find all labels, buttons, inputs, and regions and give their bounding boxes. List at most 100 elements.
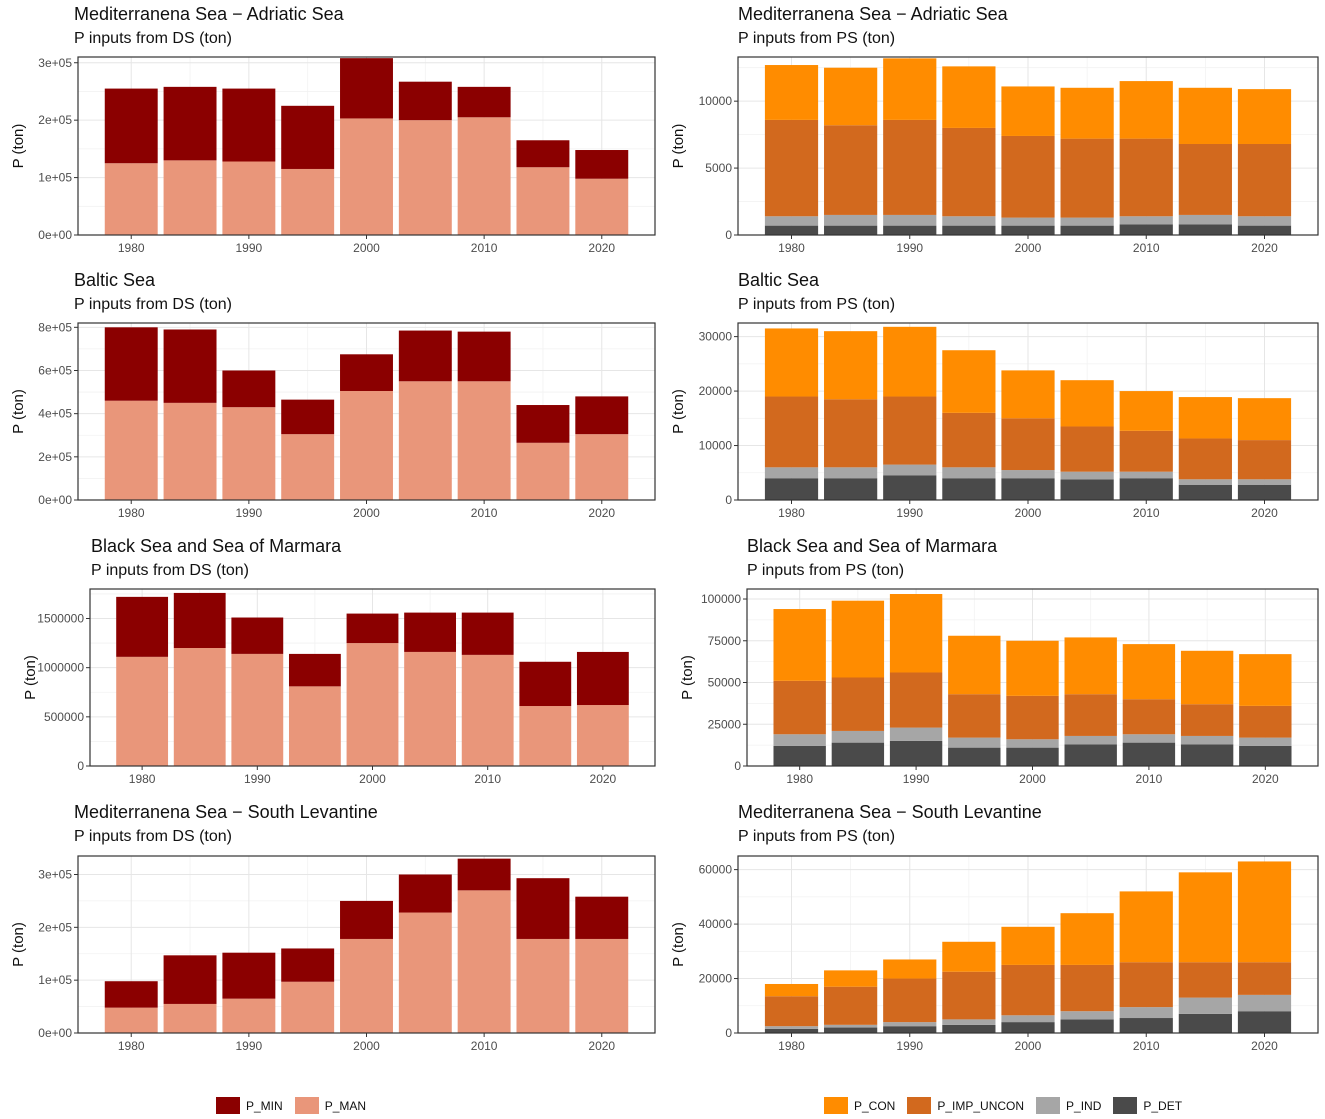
bar-p-ind-2015 bbox=[1178, 214, 1232, 225]
bar-p-min-1985 bbox=[163, 329, 217, 403]
bar-p-ind-2020 bbox=[1237, 479, 1292, 485]
chart-subtitle: P inputs from DS (ton) bbox=[74, 828, 232, 845]
bar-p-imp-uncon-2005 bbox=[1064, 694, 1117, 736]
legend-swatch-p-man bbox=[294, 1097, 319, 1114]
bar-p-det-2020 bbox=[1239, 745, 1292, 766]
bar-p-imp-uncon-2020 bbox=[1237, 143, 1292, 217]
bar-p-man-1985 bbox=[173, 648, 226, 766]
bar-p-det-1995 bbox=[942, 478, 996, 500]
bar-p-imp-uncon-1985 bbox=[824, 399, 878, 468]
bar-p-con-2000 bbox=[1001, 926, 1055, 965]
x-tick-label: 2000 bbox=[1015, 1039, 1042, 1053]
bar-p-det-2020 bbox=[1237, 484, 1292, 500]
bar-p-min-1980 bbox=[104, 327, 158, 401]
legend-item-p-man: P_MAN bbox=[294, 1097, 367, 1114]
y-axis-label: P (ton) bbox=[670, 389, 687, 434]
bar-p-imp-uncon-1995 bbox=[942, 971, 996, 1020]
bar-p-imp-uncon-1980 bbox=[764, 396, 819, 468]
x-tick-label: 1990 bbox=[896, 1039, 923, 1053]
bar-p-imp-uncon-2005 bbox=[1060, 138, 1114, 218]
bar-p-imp-uncon-1985 bbox=[824, 986, 878, 1025]
bar-p-man-2010 bbox=[457, 890, 511, 1033]
bar-p-min-1990 bbox=[222, 952, 276, 999]
bar-p-man-2015 bbox=[516, 442, 570, 500]
bar-p-ind-1995 bbox=[942, 216, 996, 226]
y-tick-label: 1500000 bbox=[37, 612, 84, 626]
chart-adriatic-ds: 0e+00 1e+05 2e+05 3e+05 1980 1990 2000 2010 2020… bbox=[10, 56, 656, 255]
legend-swatch-p-ind bbox=[1036, 1097, 1061, 1114]
bar-p-man-1980 bbox=[104, 1007, 158, 1033]
bar-p-min-2010 bbox=[457, 331, 511, 382]
chart-adriatic-ps: 0 5000 10000 1980 1990 2000 2010 2020 P (ton) bbox=[670, 56, 1319, 255]
y-tick-label: 3e+05 bbox=[38, 56, 72, 70]
bar-p-ind-1980 bbox=[764, 216, 819, 226]
bar-p-min-2010 bbox=[457, 86, 511, 118]
bar-p-ind-2005 bbox=[1060, 217, 1114, 226]
bar-p-man-2020 bbox=[576, 705, 629, 766]
bar-p-ind-2020 bbox=[1237, 216, 1292, 226]
legend-swatch-p-min bbox=[216, 1097, 240, 1114]
y-tick-label: 30000 bbox=[699, 330, 733, 344]
bar-p-imp-uncon-2005 bbox=[1060, 964, 1114, 1012]
x-tick-label: 2000 bbox=[353, 506, 380, 520]
bar-p-con-2010 bbox=[1119, 891, 1173, 963]
bar-p-man-1990 bbox=[222, 998, 276, 1033]
y-axis-label: P (ton) bbox=[679, 655, 696, 700]
bar-p-min-2000 bbox=[340, 354, 393, 391]
legend-ds: P_MIN P_MAN bbox=[216, 1097, 378, 1114]
bar-p-det-1985 bbox=[824, 225, 878, 235]
bar-p-min-2010 bbox=[461, 612, 514, 655]
x-tick-label: 2020 bbox=[588, 1039, 615, 1053]
bar-p-min-2015 bbox=[516, 140, 570, 168]
bar-p-det-2000 bbox=[1006, 747, 1059, 766]
bar-p-imp-uncon-2015 bbox=[1178, 143, 1232, 215]
chart-title: Black Sea and Sea of Marmara bbox=[747, 536, 998, 556]
bar-p-det-1990 bbox=[889, 740, 943, 766]
y-tick-label: 6e+05 bbox=[38, 363, 72, 377]
bar-p-con-2005 bbox=[1060, 380, 1114, 427]
bar-p-con-2015 bbox=[1178, 87, 1232, 144]
bar-p-imp-uncon-2005 bbox=[1060, 426, 1114, 472]
bar-p-det-2005 bbox=[1060, 479, 1114, 500]
x-tick-label: 1980 bbox=[778, 506, 805, 520]
y-tick-label: 10000 bbox=[699, 439, 733, 453]
bar-p-det-2015 bbox=[1178, 1013, 1232, 1033]
bar-p-man-2005 bbox=[404, 651, 457, 766]
bar-p-imp-uncon-2020 bbox=[1237, 440, 1292, 480]
bar-p-man-2020 bbox=[575, 434, 629, 500]
x-tick-label: 2020 bbox=[590, 772, 617, 786]
bar-p-det-1990 bbox=[883, 1026, 937, 1033]
bar-p-con-2015 bbox=[1180, 650, 1234, 705]
bar-p-min-1980 bbox=[104, 88, 158, 164]
bar-p-ind-2005 bbox=[1064, 735, 1117, 745]
bar-p-con-1990 bbox=[883, 326, 937, 397]
bar-p-imp-uncon-1990 bbox=[883, 978, 937, 1023]
x-tick-label: 2010 bbox=[471, 241, 498, 255]
legend-label: P_CON bbox=[854, 1098, 896, 1113]
legend-label: P_IMP_UNCON bbox=[937, 1098, 1025, 1113]
bar-p-imp-uncon-1990 bbox=[883, 396, 937, 465]
x-tick-label: 1990 bbox=[236, 241, 263, 255]
bar-p-min-2010 bbox=[457, 858, 511, 891]
bar-p-ind-1990 bbox=[883, 1022, 937, 1027]
x-tick-label: 1980 bbox=[118, 506, 145, 520]
legend-item-p-imp-uncon: P_IMP_UNCON bbox=[907, 1097, 1024, 1114]
legend-label: P_MAN bbox=[324, 1098, 367, 1113]
legend-ps: P_CON P_IMP_UNCON P_IND P_DET bbox=[824, 1097, 1194, 1114]
bar-p-ind-1995 bbox=[948, 737, 1001, 748]
bar-p-imp-uncon-1995 bbox=[942, 127, 996, 217]
bar-p-imp-uncon-2000 bbox=[1001, 418, 1055, 471]
bar-p-ind-1990 bbox=[883, 214, 937, 226]
x-tick-label: 1980 bbox=[786, 772, 813, 786]
bar-p-ind-2010 bbox=[1119, 216, 1173, 225]
bar-p-min-2020 bbox=[576, 651, 629, 706]
x-tick-label: 2010 bbox=[471, 1039, 498, 1053]
chart-levant-ps: 0 20000 40000 60000 1980 1990 2000 2010 2020 P (t… bbox=[670, 855, 1319, 1053]
bar-p-min-1985 bbox=[163, 955, 217, 1004]
bar-p-det-2000 bbox=[1001, 225, 1055, 235]
bar-p-imp-uncon-1980 bbox=[764, 119, 819, 217]
chart-subtitle: P inputs from PS (ton) bbox=[738, 828, 896, 845]
x-tick-label: 2020 bbox=[1251, 506, 1278, 520]
bar-p-ind-2000 bbox=[1006, 739, 1059, 748]
bar-p-min-1985 bbox=[173, 592, 226, 648]
